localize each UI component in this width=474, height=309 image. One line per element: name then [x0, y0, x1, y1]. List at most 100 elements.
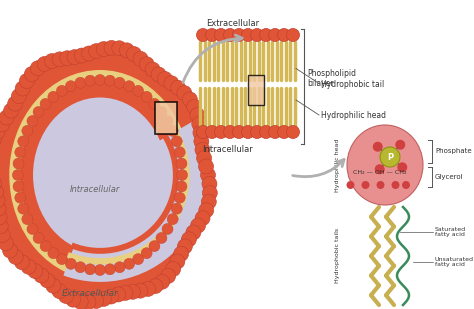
Circle shape — [197, 28, 210, 41]
Circle shape — [15, 81, 30, 96]
Text: Intracellular: Intracellular — [70, 185, 120, 194]
Circle shape — [104, 40, 119, 55]
Circle shape — [165, 261, 181, 277]
Circle shape — [250, 28, 264, 41]
Circle shape — [151, 67, 166, 82]
Circle shape — [0, 210, 7, 225]
Circle shape — [103, 289, 118, 304]
Circle shape — [286, 125, 300, 138]
Text: Intracellular: Intracellular — [202, 146, 254, 154]
Circle shape — [224, 28, 237, 41]
Circle shape — [40, 241, 51, 252]
Circle shape — [27, 223, 38, 235]
Circle shape — [24, 66, 39, 82]
Circle shape — [148, 279, 163, 294]
Circle shape — [22, 125, 33, 136]
Circle shape — [173, 246, 189, 261]
Circle shape — [149, 98, 160, 109]
Text: CH₂ — OH — CH₂: CH₂ — OH — CH₂ — [353, 171, 407, 176]
Circle shape — [171, 203, 182, 214]
Circle shape — [176, 181, 187, 192]
Circle shape — [0, 193, 5, 208]
Circle shape — [15, 255, 29, 270]
Circle shape — [67, 49, 82, 65]
Circle shape — [161, 269, 176, 283]
Text: Saturated
fatty acid: Saturated fatty acid — [435, 226, 466, 237]
Ellipse shape — [20, 83, 180, 268]
Circle shape — [0, 176, 1, 191]
Circle shape — [96, 291, 111, 307]
Circle shape — [241, 125, 255, 138]
Circle shape — [18, 136, 29, 147]
Circle shape — [373, 142, 383, 152]
Ellipse shape — [0, 50, 208, 300]
Circle shape — [141, 248, 152, 259]
Circle shape — [104, 264, 115, 275]
Circle shape — [174, 147, 185, 158]
Circle shape — [362, 181, 370, 189]
Circle shape — [241, 28, 255, 41]
Circle shape — [15, 147, 26, 158]
Circle shape — [15, 192, 26, 203]
Circle shape — [167, 214, 178, 225]
Circle shape — [27, 264, 43, 278]
Text: Phospholipid
bilayer: Phospholipid bilayer — [307, 69, 356, 88]
Text: Hydrophilic head: Hydrophilic head — [336, 138, 340, 192]
Circle shape — [8, 96, 23, 111]
Ellipse shape — [347, 125, 423, 205]
Circle shape — [75, 77, 86, 88]
Circle shape — [250, 125, 264, 138]
Circle shape — [45, 53, 60, 69]
Circle shape — [124, 258, 135, 269]
Circle shape — [192, 116, 207, 131]
Circle shape — [58, 289, 73, 303]
Ellipse shape — [9, 70, 191, 280]
Circle shape — [84, 75, 96, 86]
Ellipse shape — [33, 98, 167, 252]
Circle shape — [157, 71, 173, 87]
Circle shape — [133, 254, 144, 265]
Circle shape — [171, 80, 185, 95]
Wedge shape — [75, 140, 166, 241]
Circle shape — [164, 76, 179, 91]
Circle shape — [167, 125, 178, 136]
Circle shape — [195, 211, 210, 226]
Circle shape — [199, 203, 214, 218]
Circle shape — [11, 89, 27, 104]
Circle shape — [18, 203, 29, 214]
Circle shape — [197, 125, 210, 138]
Circle shape — [206, 125, 219, 138]
Bar — [155, 102, 177, 134]
Circle shape — [37, 57, 52, 71]
Text: Unsaturated
fatty acid: Unsaturated fatty acid — [435, 256, 474, 267]
Circle shape — [402, 181, 410, 189]
Circle shape — [119, 43, 134, 58]
Circle shape — [133, 283, 148, 298]
Circle shape — [141, 91, 152, 102]
Circle shape — [89, 44, 104, 59]
Circle shape — [133, 85, 144, 96]
Circle shape — [8, 249, 23, 265]
Circle shape — [201, 167, 216, 183]
Text: Hydrophobic tails: Hydrophobic tails — [336, 227, 340, 282]
Circle shape — [174, 192, 185, 203]
Circle shape — [75, 262, 86, 273]
Circle shape — [46, 278, 61, 293]
Circle shape — [171, 136, 182, 147]
Circle shape — [392, 181, 400, 189]
Circle shape — [27, 116, 38, 126]
Circle shape — [162, 116, 173, 126]
Circle shape — [65, 81, 76, 92]
Circle shape — [206, 28, 219, 41]
Circle shape — [190, 108, 205, 123]
Circle shape — [194, 134, 209, 149]
Circle shape — [118, 286, 133, 300]
Circle shape — [48, 248, 59, 259]
Circle shape — [33, 232, 44, 243]
Circle shape — [124, 81, 135, 92]
Circle shape — [0, 236, 13, 251]
Circle shape — [177, 86, 192, 101]
Text: P: P — [387, 153, 393, 162]
Circle shape — [286, 28, 300, 41]
Circle shape — [65, 292, 81, 307]
